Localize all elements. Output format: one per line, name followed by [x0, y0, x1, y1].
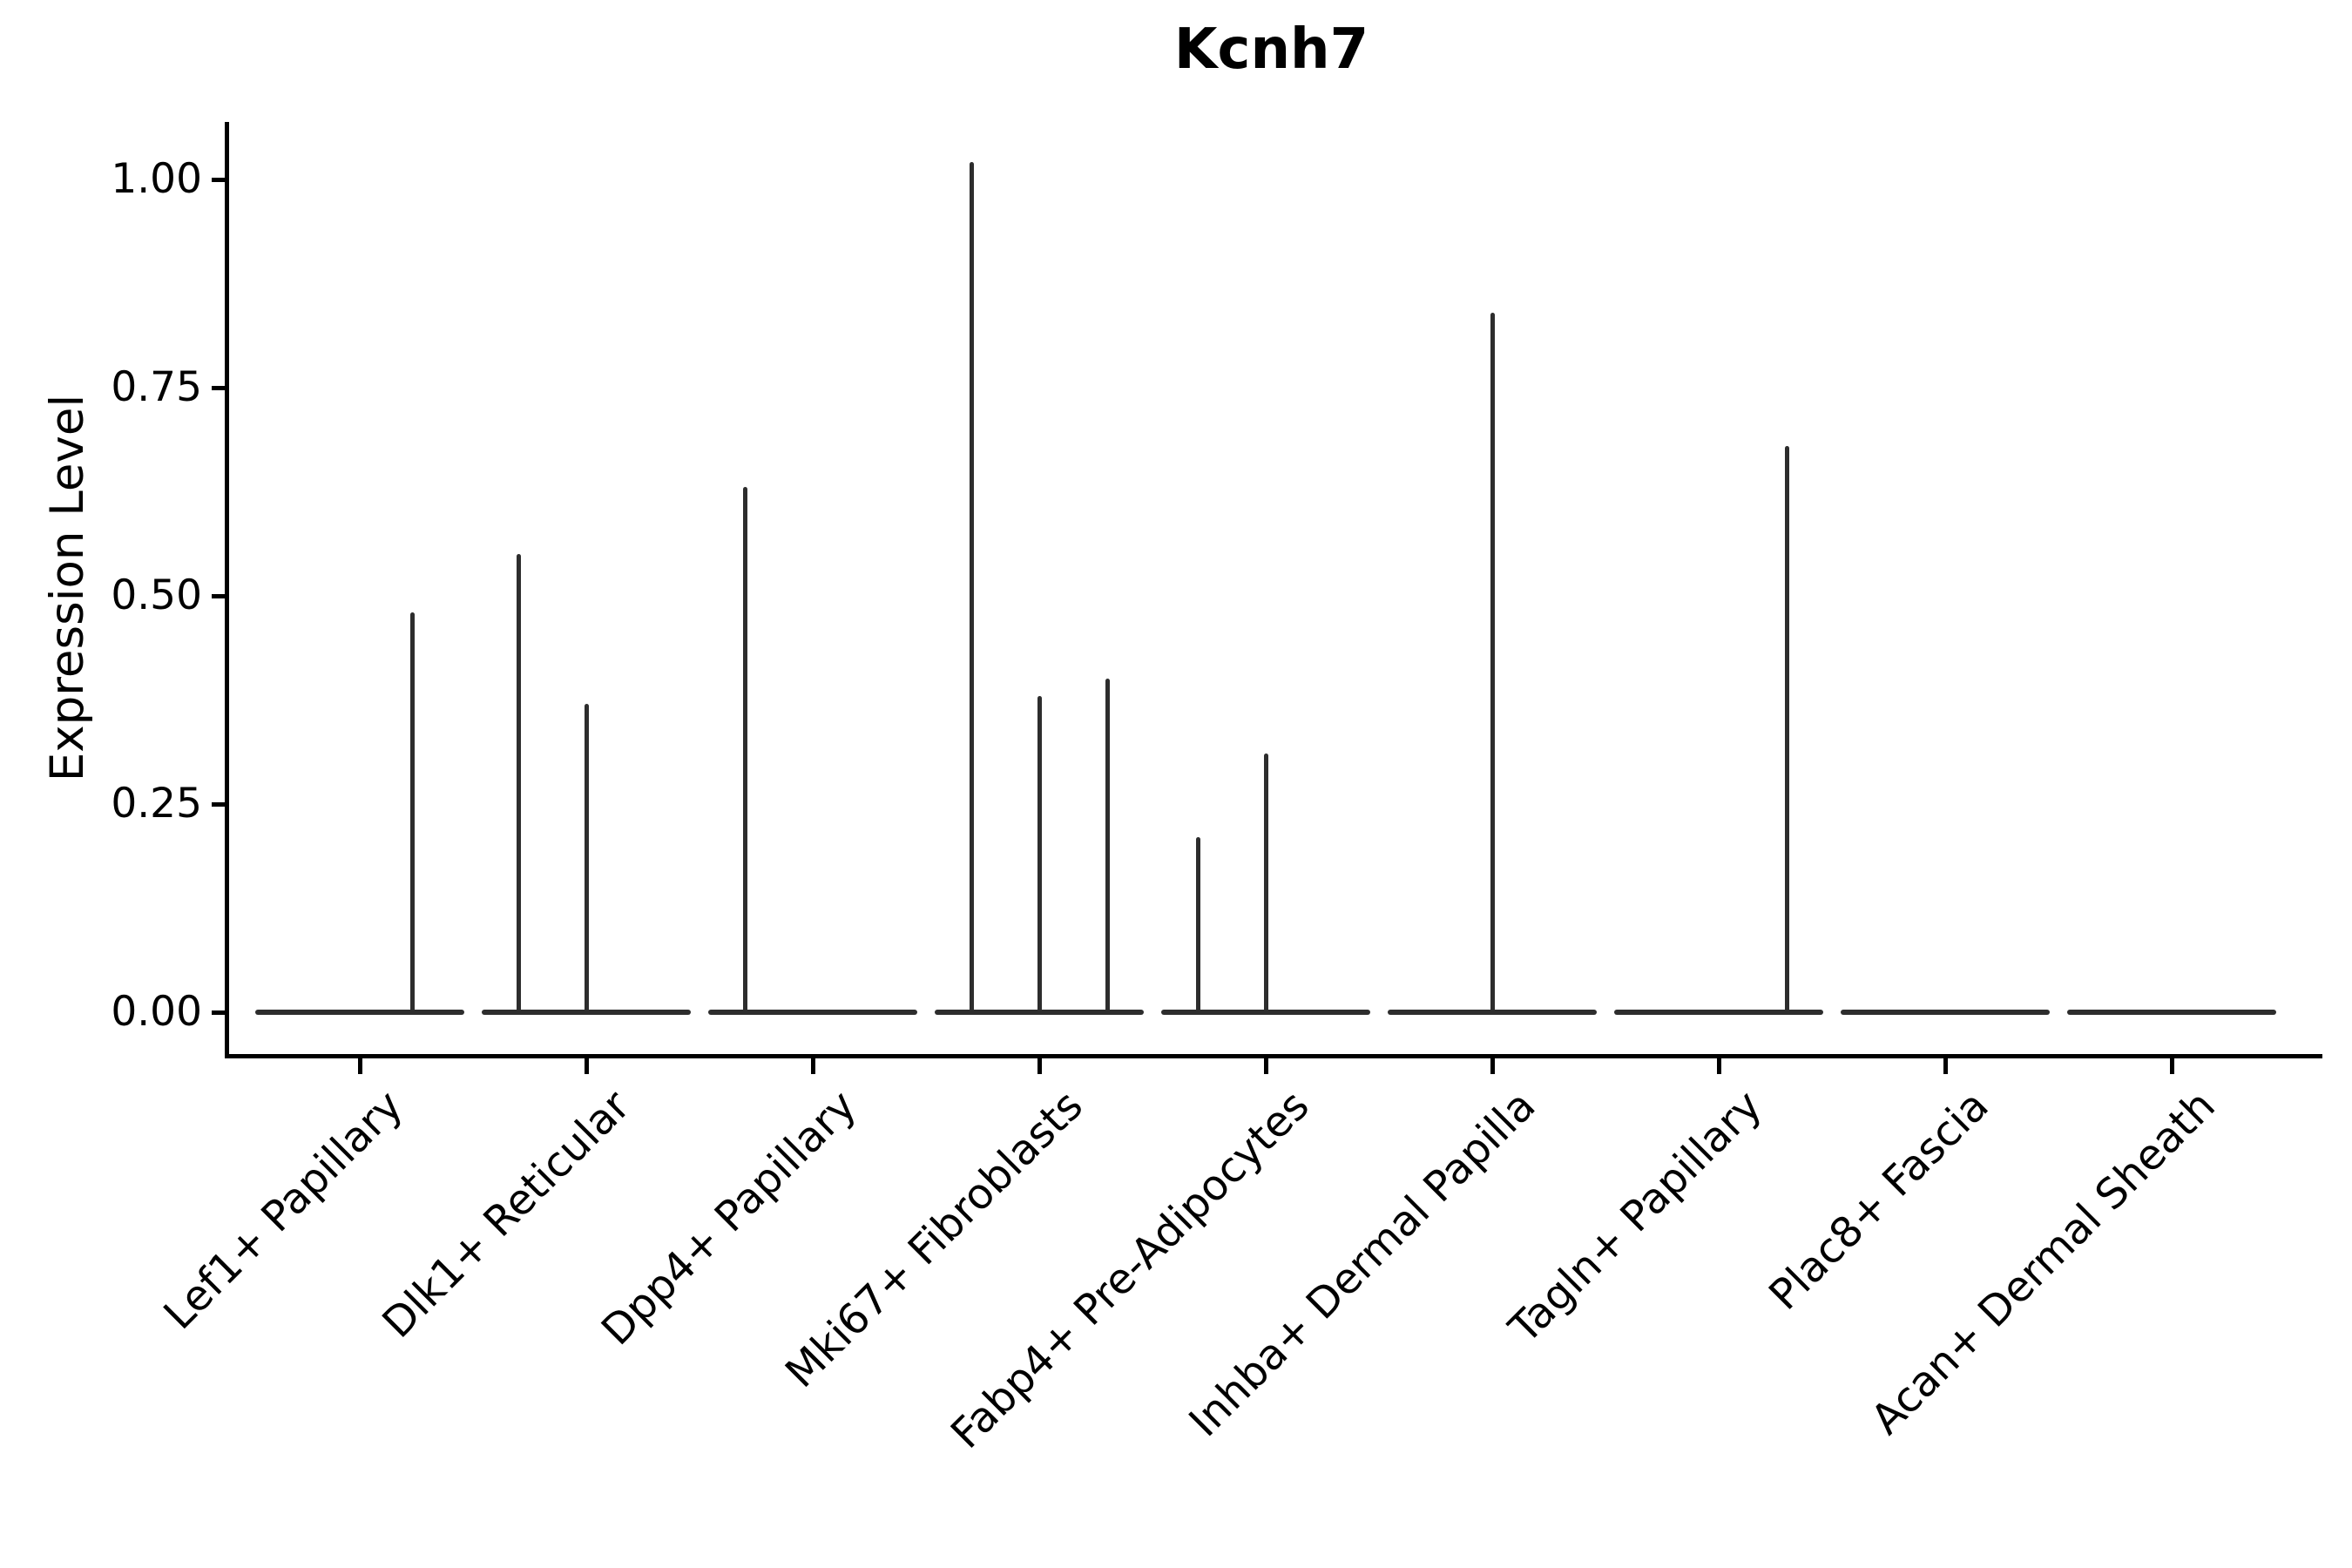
- violin-spike: [409, 612, 415, 1015]
- chart-title: Kcnh7: [1173, 17, 1369, 82]
- x-tick-mark: [358, 1058, 362, 1074]
- violin-spike: [742, 487, 747, 1015]
- violin-spike: [584, 704, 589, 1015]
- x-tick-label: Dlk1+ Reticular: [373, 1081, 639, 1348]
- y-tick-label: 0.50: [111, 571, 202, 619]
- violin-spike: [1195, 837, 1200, 1015]
- violin-baseline: [255, 1010, 464, 1015]
- y-tick-label: 0.75: [111, 362, 202, 411]
- x-tick-mark: [1037, 1058, 1042, 1074]
- violin-spike: [1490, 312, 1495, 1015]
- x-tick-mark: [585, 1058, 589, 1074]
- violin-spike: [516, 553, 521, 1015]
- violin-baseline: [2067, 1010, 2276, 1015]
- y-tick-label: 0.25: [111, 779, 202, 828]
- y-tick-mark: [212, 593, 225, 598]
- x-tick-mark: [1264, 1058, 1268, 1074]
- x-tick-label: Lef1+ Papillary: [154, 1081, 413, 1340]
- violin-spike: [1263, 754, 1268, 1015]
- y-tick-label: 1.00: [111, 154, 202, 203]
- violin-spike: [1037, 695, 1042, 1015]
- violin-spike: [1784, 445, 1789, 1015]
- x-tick-label: Tagln+ Papillary: [1500, 1081, 1772, 1353]
- y-tick-mark: [212, 385, 225, 390]
- x-tick-mark: [1490, 1058, 1495, 1074]
- x-tick-label: Plac8+ Fascia: [1760, 1081, 1998, 1320]
- x-tick-mark: [811, 1058, 815, 1074]
- y-tick-mark: [212, 801, 225, 807]
- violin-spike: [969, 162, 974, 1015]
- x-tick-label: Dpp4+ Papillary: [591, 1081, 866, 1355]
- y-tick-mark: [212, 1010, 225, 1015]
- violin-spike: [1105, 679, 1110, 1015]
- y-tick-mark: [212, 177, 225, 182]
- x-tick-mark: [1943, 1058, 1948, 1074]
- x-tick-mark: [1717, 1058, 1721, 1074]
- x-tick-mark: [2170, 1058, 2174, 1074]
- y-axis-spine: [225, 122, 229, 1058]
- y-tick-label: 0.00: [111, 988, 202, 1036]
- violin-baseline: [1841, 1010, 2050, 1015]
- violin-baseline: [1614, 1010, 1823, 1015]
- violin-baseline: [708, 1010, 917, 1015]
- x-axis-spine: [225, 1054, 2322, 1058]
